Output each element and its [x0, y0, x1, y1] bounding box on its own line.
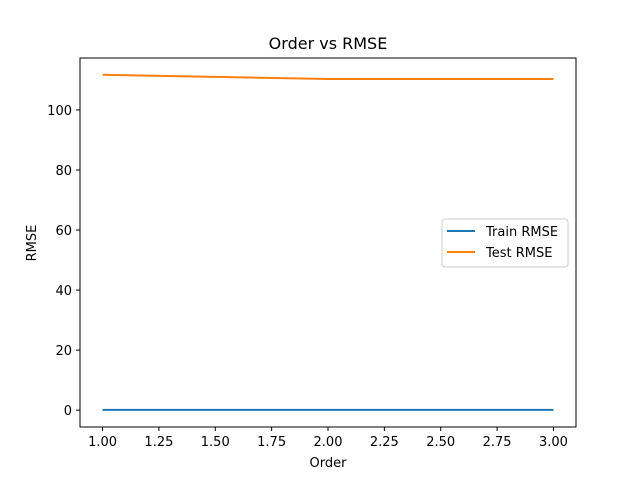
x-tick-label: 1.75 [257, 435, 286, 450]
y-axis-ticks: 0 20 40 60 80 100 [47, 104, 80, 419]
chart-title: Order vs RMSE [269, 34, 388, 53]
x-tick-label: 3.00 [539, 435, 568, 450]
y-tick-label: 0 [64, 404, 72, 419]
legend: Train RMSE Test RMSE [441, 218, 569, 268]
y-tick-label: 60 [55, 224, 72, 239]
x-tick-label: 2.25 [370, 435, 399, 450]
series-line-test-rmse [102, 73, 554, 81]
x-axis-ticks: 1.00 1.25 1.50 1.75 2.00 2.25 2.50 2.75 3.00 [88, 427, 568, 450]
x-tick-label: 1.50 [201, 435, 230, 450]
y-axis-label: RMSE [25, 225, 40, 262]
y-tick-label: 100 [47, 104, 72, 119]
x-tick-label: 2.00 [314, 435, 343, 450]
legend-label-train-rmse: Train RMSE [485, 225, 558, 240]
x-tick-label: 1.25 [144, 435, 173, 450]
x-tick-label: 2.50 [426, 435, 455, 450]
x-tick-label: 2.75 [483, 435, 512, 450]
y-tick-label: 20 [55, 344, 72, 359]
legend-label-test-rmse: Test RMSE [485, 246, 552, 261]
plot-area [102, 73, 554, 411]
y-tick-label: 80 [55, 164, 72, 179]
y-tick-label: 40 [55, 284, 72, 299]
x-axis-label: Order [310, 456, 348, 471]
x-tick-label: 1.00 [88, 435, 117, 450]
